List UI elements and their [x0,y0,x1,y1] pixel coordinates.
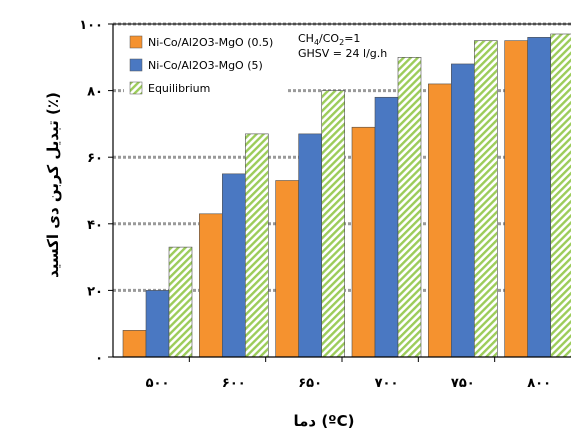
y-tick-label: ۶۰ [87,151,103,166]
bar-series-1 [428,83,452,358]
legend-swatch-series-2 [129,58,143,72]
axes-layer [108,23,571,362]
x-tick-label: ۷۰۰ [375,376,399,391]
y-axis-title: تبدیل کربن دی اکسید (٪) [44,92,62,278]
bar-series-2 [298,133,322,358]
bar-series-2 [222,173,246,358]
y-tick-label: ۲۰ [87,284,103,299]
bar-series-1 [504,40,528,358]
labels-layer: ۰ ۲۰ ۴۰ ۶۰ ۸۰ ۱۰۰ ۵۰۰ ۶۰۰ ۶۵۰ ۷۰۰ ۷۵۰ ۸۰۰ [79,18,551,391]
bar-series-2 [527,37,551,358]
ghsv-annotation: GHSV = 24 l/g.h [298,47,387,60]
legend-box [124,28,286,106]
ratio-annotation: CH4/CO2=1 [298,32,360,47]
bar-series-3 [168,246,193,358]
y-tick-label: ۴۰ [87,218,103,233]
legend: Ni-Co/Al2O3-MgO (0.5) Ni-Co/Al2O3-MgO (5… [124,28,286,106]
x-tick-label: ۶۰۰ [222,376,246,391]
legend-label-series-2: Ni-Co/Al2O3-MgO (5) [148,59,263,72]
x-tick-label: ۷۵۰ [451,376,475,391]
bar-series-3 [474,40,498,358]
bar-series-2 [145,290,170,358]
bar-series-1 [199,213,223,358]
bar-series-3 [397,56,422,358]
legend-swatch-series-3 [129,81,143,95]
x-tick-label: ۸۰۰ [527,376,551,391]
y-tick-label: ۸۰ [87,85,103,100]
legend-swatch-series-1 [129,35,143,49]
bar-series-1 [122,330,147,358]
bars-layer [122,33,571,358]
legend-label-series-3: Equilibrium [148,82,210,95]
bar-series-3 [321,90,345,358]
bar-series-2 [374,96,399,358]
bar-series-3 [245,133,269,358]
x-axis-title: دما (ºC) [293,412,354,430]
conditions-annotation: CH4/CO2=1 GHSV = 24 l/g.h [298,32,387,60]
y-tick-label: ۰ [95,351,103,366]
legend-label-series-1: Ni-Co/Al2O3-MgO (0.5) [148,36,273,49]
bar-series-3 [550,33,571,358]
bar-series-1 [275,180,299,358]
bar-series-1 [351,126,376,358]
bar-series-2 [451,63,475,358]
x-tick-label: ۵۰۰ [146,376,170,391]
x-tick-label: ۶۵۰ [298,376,322,391]
y-tick-label: ۱۰۰ [79,18,103,33]
